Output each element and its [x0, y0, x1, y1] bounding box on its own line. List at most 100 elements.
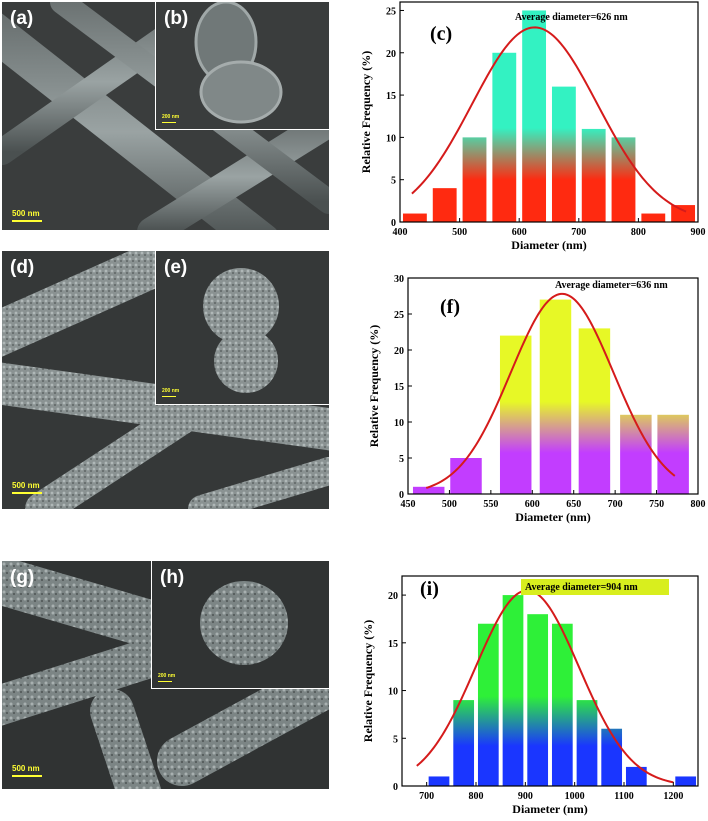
y-tick-label: 25 [386, 6, 396, 17]
x-tick-label: 900 [691, 227, 706, 238]
histogram-bar [641, 213, 666, 222]
fiber-cross-section [156, 2, 329, 129]
y-axis-label: Relative Frequency (%) [367, 325, 381, 447]
histogram-bar [462, 137, 487, 222]
histogram-i-svg: 700 800 900 1000 1100 1200 0 5 10 15 20 Diameter (n… [361, 575, 699, 816]
histogram-bar [477, 623, 499, 786]
y-tick-label: 10 [388, 687, 398, 698]
average-diameter-annotation: Average diameter=904 nm [525, 582, 638, 593]
y-axis-label: Relative Frequency (%) [361, 620, 375, 742]
plot-frame [401, 575, 699, 787]
gaussian-fit-curve [416, 589, 674, 784]
histogram-c-svg: 400 500 600 700 800 900 0 5 10 15 20 25 Diameter (nm… [359, 1, 706, 252]
inset-scale-bar [162, 396, 176, 397]
fiber-cross-section [156, 251, 329, 404]
x-tick-label: 800 [631, 227, 646, 238]
y-tick-label: 15 [394, 382, 404, 393]
histogram-bar [671, 205, 696, 222]
panel-label: (f) [440, 296, 460, 318]
x-tick-label: 500 [442, 499, 457, 510]
histogram-bar [412, 486, 445, 494]
panel-label-a: (a) [10, 8, 34, 29]
panel-label-b: (b) [164, 8, 189, 29]
scale-bar [12, 220, 42, 222]
scale-bar [12, 775, 42, 777]
inset-scale-bar [158, 681, 172, 682]
histogram-c: 400 500 600 700 800 900 0 5 10 15 20 25 Diameter (nm… [350, 0, 708, 252]
x-axis-label: Diameter (nm) [512, 802, 587, 816]
y-tick-label: 15 [386, 91, 396, 102]
histogram-bar [675, 776, 697, 786]
histogram-bar [551, 86, 576, 222]
histogram-bar [625, 766, 647, 786]
histogram-bar [502, 595, 524, 786]
histogram-bar [551, 623, 573, 786]
x-tick-label: 400 [393, 227, 408, 238]
x-tick-label: 550 [483, 499, 498, 510]
x-tick-label: 600 [525, 499, 540, 510]
scale-text: 500 nm [12, 481, 40, 490]
y-tick-label: 20 [388, 591, 398, 602]
histogram-f: 450 500 550 600 650 700 750 800 0 5 10 15 20 25 30 Diam… [350, 268, 708, 530]
x-tick-label: 1200 [663, 791, 683, 802]
y-tick-label: 20 [394, 346, 404, 357]
y-tick-label: 20 [386, 49, 396, 60]
sem-image-bottom: (g) 500 nm (h) 200 nm [2, 561, 329, 789]
panel-label: (i) [420, 578, 439, 600]
y-tick-label: 0 [391, 218, 396, 229]
histogram-bar [450, 458, 482, 494]
panel-label-d: (d) [10, 257, 35, 278]
x-tick-label: 900 [518, 791, 533, 802]
sem-inset-b: (b) 200 nm [155, 2, 329, 130]
y-tick-label: 0 [399, 490, 404, 501]
histogram-bar [522, 10, 547, 223]
y-axis-label: Relative Frequency (%) [359, 51, 373, 173]
gaussian-fit-curve [425, 292, 676, 489]
sem-inset-e: (e) 200 nm [155, 251, 329, 405]
histogram-bar [581, 128, 606, 222]
y-tick-label: 10 [394, 418, 404, 429]
x-tick-label: 650 [566, 499, 581, 510]
panel-label: (c) [430, 23, 452, 45]
x-tick-label: 500 [452, 227, 467, 238]
x-tick-label: 600 [512, 227, 527, 238]
plot-frame [399, 1, 699, 223]
sem-image-top: (a) 500 nm (b) 200 nm [2, 2, 329, 230]
average-diameter-annotation: Average diameter=626 nm [515, 12, 628, 23]
scale-text: 500 nm [12, 764, 40, 773]
histogram-bar [428, 776, 450, 786]
histogram-bar [402, 213, 427, 222]
y-tick-label: 10 [386, 133, 396, 144]
average-diameter-annotation: Average diameter=636 nm [555, 280, 668, 291]
y-tick-label: 25 [394, 310, 404, 321]
x-tick-label: 800 [691, 499, 706, 510]
histogram-bar [492, 52, 517, 223]
inset-scale-text: 200 nm [158, 673, 176, 679]
x-tick-label: 700 [608, 499, 623, 510]
histogram-f-svg: 450 500 550 600 650 700 750 800 0 5 10 15 20 25 30 Diam… [367, 274, 706, 524]
scale-bar [12, 492, 42, 494]
inset-scale-text: 200 nm [162, 388, 180, 394]
annotation-box [521, 579, 669, 595]
histogram-bar [576, 700, 598, 786]
histogram-bar [527, 614, 549, 786]
panel-label-e: (e) [164, 257, 188, 278]
inset-scale-bar [162, 122, 176, 123]
sem-image-middle: (d) 500 nm (e) 200 nm [2, 251, 329, 509]
x-axis-label: Diameter (nm) [515, 510, 590, 524]
histogram-bar [578, 328, 611, 494]
y-tick-label: 5 [393, 734, 398, 745]
gaussian-fit-curve [411, 26, 687, 213]
panel-label-g: (g) [10, 567, 35, 588]
y-tick-label: 15 [388, 639, 398, 650]
scale-text: 500 nm [12, 209, 40, 218]
sem-inset-h: (h) 200 nm [151, 561, 329, 689]
histogram-bar [453, 700, 475, 786]
histogram-bar [657, 414, 689, 494]
y-tick-label: 5 [399, 454, 404, 465]
x-tick-label: 700 [571, 227, 586, 238]
histogram-bar [432, 188, 457, 222]
inset-scale-text: 200 nm [162, 114, 180, 120]
x-tick-label: 1100 [614, 791, 633, 802]
y-tick-label: 30 [394, 274, 404, 285]
